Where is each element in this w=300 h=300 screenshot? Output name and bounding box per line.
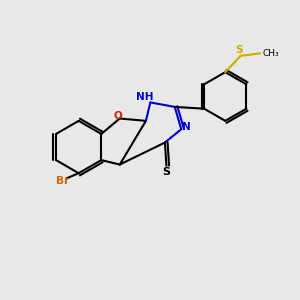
Text: NH: NH <box>136 92 154 102</box>
Text: Br: Br <box>56 176 69 186</box>
Text: CH₃: CH₃ <box>262 49 279 58</box>
Text: N: N <box>182 122 191 132</box>
Text: S: S <box>162 167 170 177</box>
Text: S: S <box>236 45 243 56</box>
Text: O: O <box>114 111 123 121</box>
